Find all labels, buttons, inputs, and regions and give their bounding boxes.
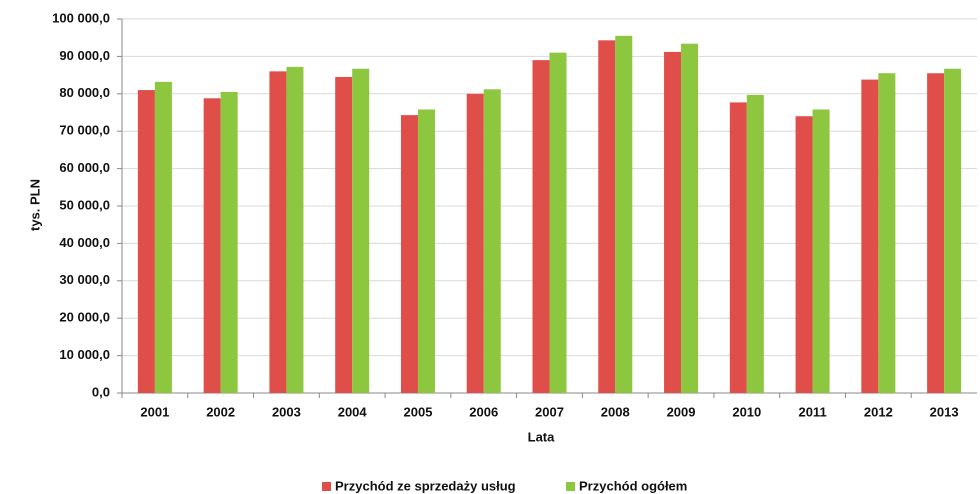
bar <box>746 94 764 393</box>
y-tick-label: 20 000,0 <box>59 310 110 325</box>
y-tick-label: 30 000,0 <box>59 272 110 287</box>
x-tick-label: 2009 <box>667 404 696 419</box>
bar <box>269 71 287 394</box>
y-axis-title: tys. PLN <box>27 179 42 231</box>
bar <box>729 102 747 393</box>
x-tick-label: 2011 <box>798 404 826 419</box>
x-tick-label: 2005 <box>404 404 433 419</box>
bar <box>795 116 813 394</box>
x-tick-label: 2006 <box>469 404 498 419</box>
y-tick-label: 100 000,0 <box>52 10 110 25</box>
x-tick-label: 2008 <box>601 404 630 419</box>
bar <box>532 60 550 393</box>
bar <box>878 73 896 393</box>
bar <box>220 91 238 394</box>
x-tick-label: 2007 <box>535 404 564 419</box>
bar <box>466 93 484 394</box>
x-tick-label: 2010 <box>732 404 761 419</box>
bar <box>944 68 962 393</box>
legend-label: Przychód ogółem <box>579 478 687 493</box>
y-tick-label: 40 000,0 <box>59 235 110 250</box>
bar <box>927 73 945 393</box>
bar <box>137 90 155 393</box>
x-tick-label: 2001 <box>140 404 169 419</box>
bar <box>203 98 221 394</box>
y-tick-label: 50 000,0 <box>59 197 110 212</box>
y-tick-label: 90 000,0 <box>59 48 110 63</box>
legend-label: Przychód ze sprzedaży usług <box>335 478 516 493</box>
bar <box>483 89 501 393</box>
bar <box>549 52 567 393</box>
x-tick-label: 2003 <box>272 404 301 419</box>
legend-swatch <box>566 482 575 491</box>
bar <box>154 81 172 393</box>
legend-swatch <box>322 482 331 491</box>
y-tick-label: 0,0 <box>92 384 110 399</box>
x-tick-label: 2013 <box>930 404 959 419</box>
bar <box>681 43 699 394</box>
bar <box>417 109 435 394</box>
y-tick-label: 70 000,0 <box>59 123 110 138</box>
bar <box>335 76 353 393</box>
bar <box>615 35 633 393</box>
y-tick-label: 80 000,0 <box>59 85 110 100</box>
x-axis-title: Lata <box>528 429 556 444</box>
y-tick-label: 60 000,0 <box>59 160 110 175</box>
bar <box>861 79 879 393</box>
bar <box>664 51 682 394</box>
x-tick-label: 2012 <box>864 404 893 419</box>
bar <box>598 40 616 394</box>
bar <box>400 115 418 394</box>
bar <box>812 109 830 394</box>
x-tick-label: 2002 <box>206 404 235 419</box>
bar <box>352 68 370 393</box>
x-tick-label: 2004 <box>338 404 368 419</box>
y-tick-label: 10 000,0 <box>59 347 110 362</box>
bar <box>286 66 304 393</box>
